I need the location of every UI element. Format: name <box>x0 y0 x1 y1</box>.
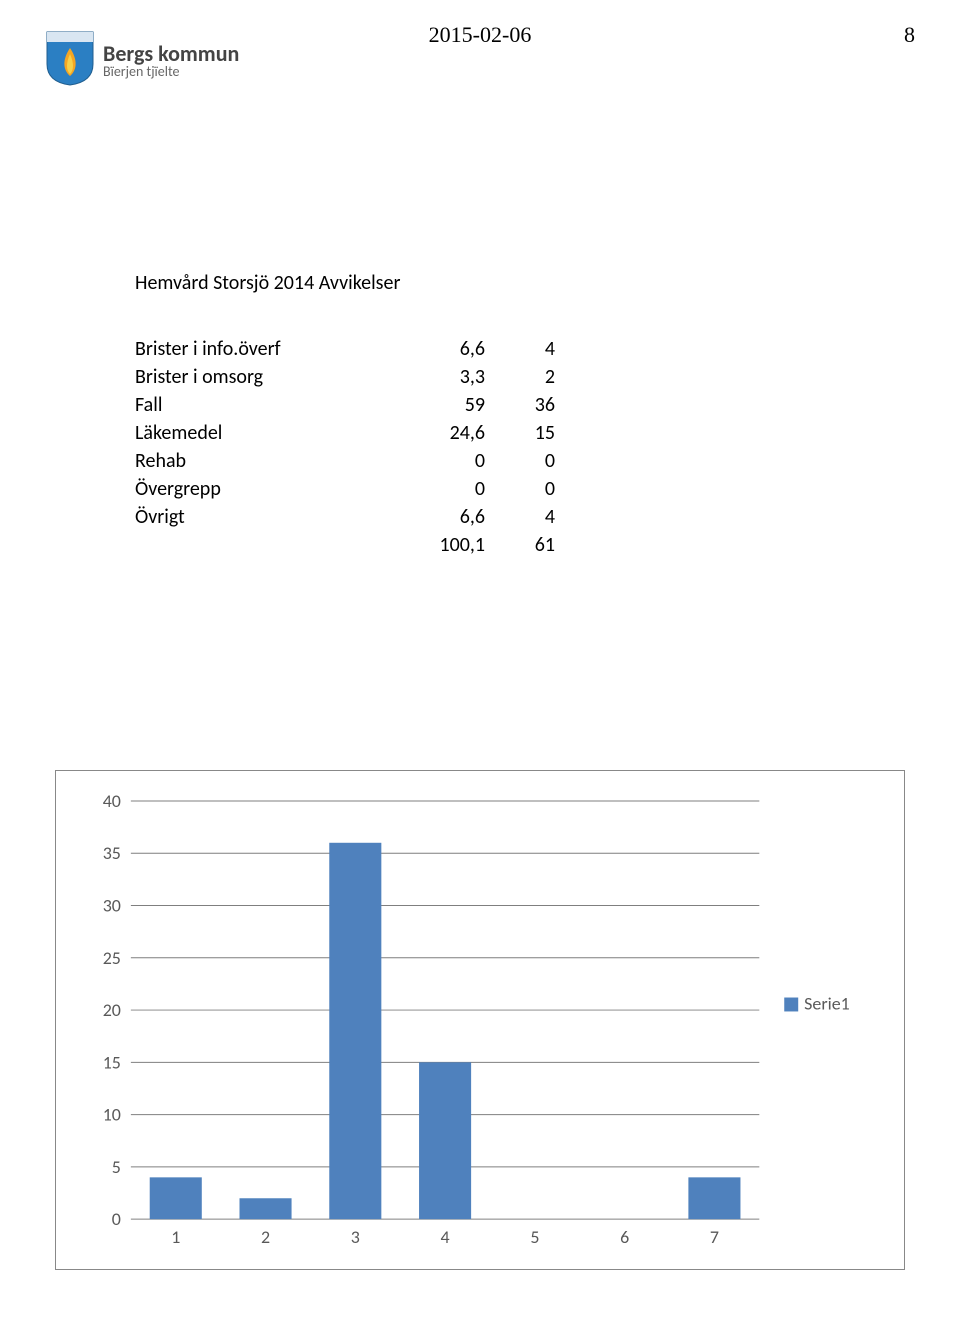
row-label <box>135 531 395 559</box>
svg-text:15: 15 <box>103 1051 121 1073</box>
row-label: Brister i info.överf <box>135 335 395 363</box>
svg-text:2: 2 <box>261 1226 270 1248</box>
row-value-2: 0 <box>485 475 555 503</box>
row-value-2: 0 <box>485 447 555 475</box>
shield-logo-icon <box>45 30 95 91</box>
table-row: Fall5936 <box>135 391 555 419</box>
logo-subtitle: Bïerjen tjïelte <box>103 65 239 79</box>
row-label: Rehab <box>135 447 395 475</box>
svg-text:1: 1 <box>171 1226 180 1248</box>
row-label: Övergrepp <box>135 475 395 503</box>
chart-container: 0 5 10 15 20 25 30 35 40 1 2 3 4 5 6 7 Serie1 <box>55 770 905 1270</box>
logo-text: Bergs kommun Bïerjen tjïelte <box>103 43 239 79</box>
svg-text:3: 3 <box>351 1226 360 1248</box>
bar-chart: 0 5 10 15 20 25 30 35 40 1 2 3 4 5 6 7 Serie1 <box>76 791 884 1259</box>
row-value-1: 6,6 <box>395 503 485 531</box>
table-row: Brister i omsorg3,32 <box>135 363 555 391</box>
row-value-1: 24,6 <box>395 419 485 447</box>
row-value-1: 100,1 <box>395 531 485 559</box>
row-value-1: 0 <box>395 447 485 475</box>
row-value-1: 3,3 <box>395 363 485 391</box>
svg-text:30: 30 <box>103 895 121 917</box>
table-row: Övrigt6,64 <box>135 503 555 531</box>
table-row: Övergrepp00 <box>135 475 555 503</box>
row-value-2: 4 <box>485 503 555 531</box>
svg-text:6: 6 <box>620 1226 629 1248</box>
svg-text:10: 10 <box>103 1104 121 1126</box>
table-row: Rehab00 <box>135 447 555 475</box>
table-total-row: 100,161 <box>135 531 555 559</box>
row-label: Fall <box>135 391 395 419</box>
row-value-2: 36 <box>485 391 555 419</box>
svg-text:5: 5 <box>112 1156 121 1178</box>
logo-block: Bergs kommun Bïerjen tjïelte <box>45 30 239 91</box>
row-label: Övrigt <box>135 503 395 531</box>
row-value-1: 0 <box>395 475 485 503</box>
page: Bergs kommun Bïerjen tjïelte 2015-02-06 … <box>0 0 960 1331</box>
row-value-1: 59 <box>395 391 485 419</box>
row-label: Läkemedel <box>135 419 395 447</box>
svg-text:7: 7 <box>710 1226 719 1248</box>
row-value-2: 61 <box>485 531 555 559</box>
row-value-2: 2 <box>485 363 555 391</box>
content-block: Hemvård Storsjö 2014 Avvikelser Brister … <box>135 271 915 559</box>
svg-text:20: 20 <box>103 999 121 1021</box>
svg-text:25: 25 <box>103 947 121 969</box>
svg-text:40: 40 <box>103 791 121 812</box>
table-row: Brister i info.överf6,64 <box>135 335 555 363</box>
row-label: Brister i omsorg <box>135 363 395 391</box>
row-value-2: 15 <box>485 419 555 447</box>
header-date: 2015-02-06 <box>429 22 532 48</box>
svg-text:4: 4 <box>441 1226 450 1248</box>
svg-text:Serie1: Serie1 <box>804 992 850 1014</box>
svg-text:35: 35 <box>103 842 121 864</box>
row-value-2: 4 <box>485 335 555 363</box>
table-row: Läkemedel24,615 <box>135 419 555 447</box>
logo-title: Bergs kommun <box>103 43 239 65</box>
row-value-1: 6,6 <box>395 335 485 363</box>
svg-text:0: 0 <box>112 1208 121 1230</box>
data-table: Brister i info.överf6,64Brister i omsorg… <box>135 335 555 559</box>
section-title: Hemvård Storsjö 2014 Avvikelser <box>135 271 915 295</box>
svg-text:5: 5 <box>530 1226 539 1248</box>
page-number: 8 <box>904 22 915 48</box>
